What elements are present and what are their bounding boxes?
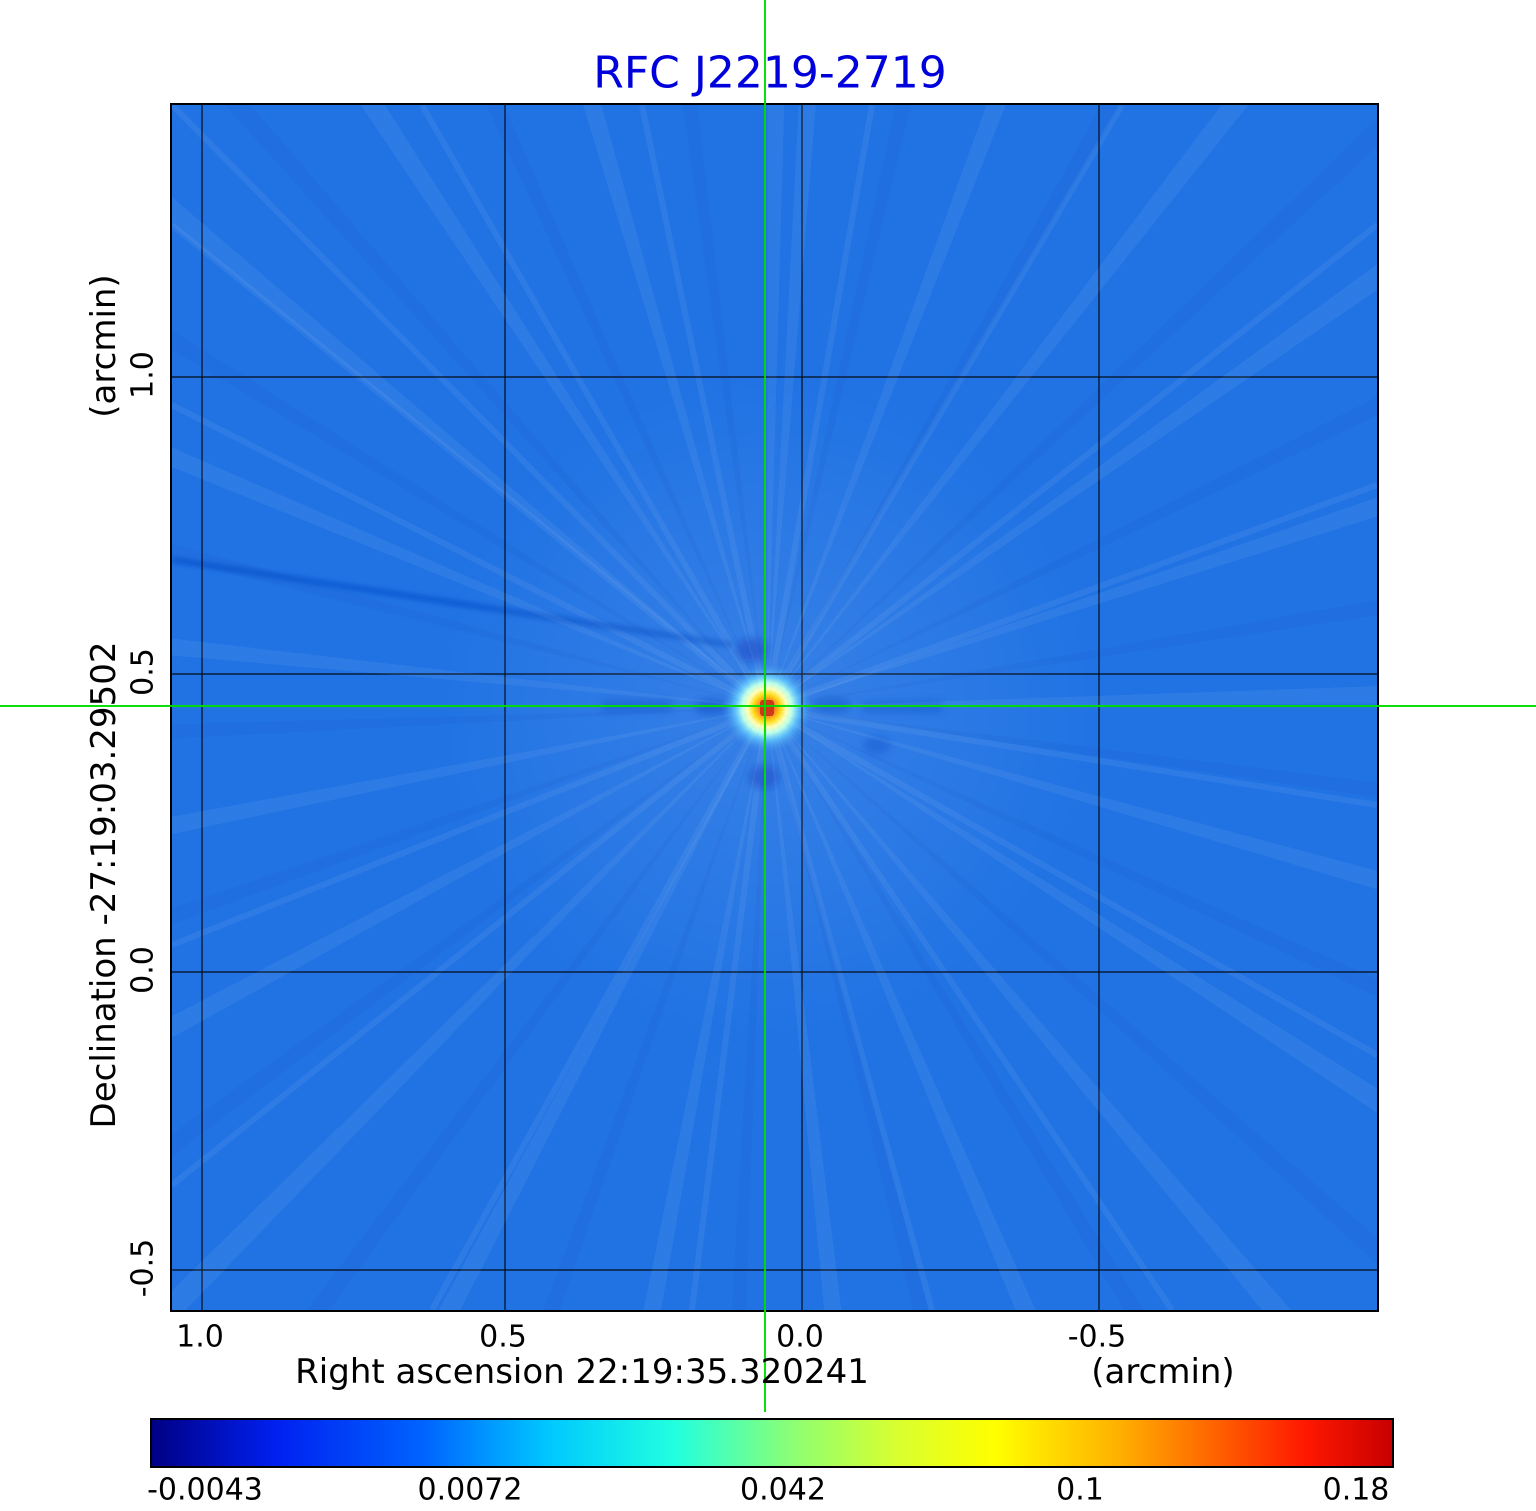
radio-sky-map <box>170 103 1379 1312</box>
x-tick-label: 0.5 <box>479 1319 527 1355</box>
y-axis-unit: (arcmin) <box>84 274 124 418</box>
y-tick-label: -0.5 <box>125 1238 161 1298</box>
x-axis-unit: (arcmin) <box>1091 1352 1235 1392</box>
crosshair-horizontal-line <box>0 705 1536 707</box>
x-tick-label: 1.0 <box>176 1319 224 1355</box>
y-tick-label: 0.5 <box>125 648 161 696</box>
colorbar-tick-label: 0.042 <box>740 1472 826 1508</box>
x-axis-label: Right ascension 22:19:35.320241 <box>295 1352 869 1392</box>
colorbar <box>150 1418 1394 1468</box>
x-tick-label: 0.0 <box>776 1319 824 1355</box>
colorbar-tick-label: 0.18 <box>1322 1472 1390 1508</box>
radio-source <box>721 662 813 754</box>
grid-lines <box>172 105 1377 1310</box>
page-title: RFC J2219-2719 <box>593 47 947 99</box>
dark-streak <box>172 556 733 649</box>
y-tick-label: 0.0 <box>125 946 161 994</box>
colorbar-tick-label: 0.0072 <box>417 1472 523 1508</box>
colorbar-tick-label: 0.1 <box>1056 1472 1104 1508</box>
negative-sidelobes <box>602 638 942 789</box>
sky-map-artifacts <box>172 105 1377 1310</box>
x-tick-label: -0.5 <box>1067 1319 1127 1355</box>
y-axis-label: Declination -27:19:03.29502 <box>84 641 124 1129</box>
sidelobe-rays <box>172 105 1377 1310</box>
y-tick-label: 1.0 <box>125 351 161 399</box>
colorbar-tick-label: -0.0043 <box>147 1472 263 1508</box>
